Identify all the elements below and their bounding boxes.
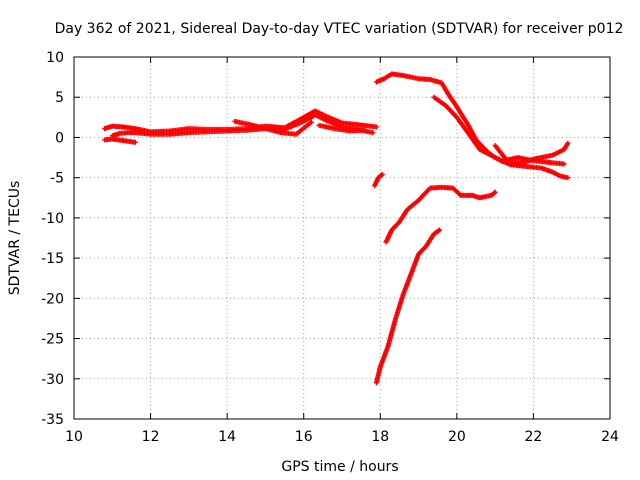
y-tick-label: 10 [46, 50, 64, 66]
x-tick-label: 18 [371, 429, 389, 445]
x-tick-label: 12 [142, 429, 160, 445]
series-arc-6 [373, 71, 571, 166]
y-tick-label: 5 [55, 90, 64, 106]
y-tick-label: 0 [55, 130, 64, 146]
data-point [379, 171, 385, 177]
x-tick-label: 24 [601, 429, 619, 445]
y-tick-label: -35 [41, 412, 64, 428]
y-axis-label: SDTVAR / TECUs [7, 181, 23, 296]
series-arc-5 [316, 122, 368, 134]
x-tick-label: 20 [448, 429, 466, 445]
data-point [565, 175, 571, 181]
series-arc-4 [232, 118, 314, 137]
data-point [132, 139, 138, 145]
axis-ticks: 10 12 14 16 18 20 22 24 -35 -30 -25 -20 -15 -10 -5 0 5 10 [41, 50, 619, 445]
y-tick-label: -5 [50, 171, 64, 187]
chart-title: Day 362 of 2021, Sidereal Day-to-day VTE… [55, 21, 624, 37]
plot-frame [73, 56, 611, 420]
data-point [370, 130, 376, 136]
y-tick-label: -30 [41, 372, 64, 388]
series-arc-9 [372, 171, 385, 189]
data-point [362, 127, 368, 133]
x-tick-label: 14 [218, 429, 236, 445]
data-point [437, 227, 443, 233]
data-points [102, 71, 571, 386]
data-point [561, 161, 567, 167]
data-point [373, 124, 379, 130]
series-arc-7 [431, 94, 571, 181]
series-arc-8 [492, 142, 567, 167]
series-arc-11 [373, 227, 443, 386]
data-point [308, 119, 314, 125]
x-tick-label: 10 [65, 429, 83, 445]
data-point [565, 140, 571, 146]
x-tick-label: 22 [525, 429, 543, 445]
grid [74, 57, 610, 419]
y-tick-label: -20 [41, 291, 64, 307]
data-point [492, 189, 498, 195]
data-point [378, 172, 384, 178]
y-tick-label: -10 [41, 211, 64, 227]
series-arc-3 [102, 136, 138, 145]
x-tick-label: 16 [295, 429, 313, 445]
series-arc-10 [383, 184, 498, 245]
y-tick-label: -25 [41, 332, 64, 348]
x-axis-label: GPS time / hours [281, 459, 398, 475]
y-tick-label: -15 [41, 251, 64, 267]
data-point [491, 190, 497, 196]
